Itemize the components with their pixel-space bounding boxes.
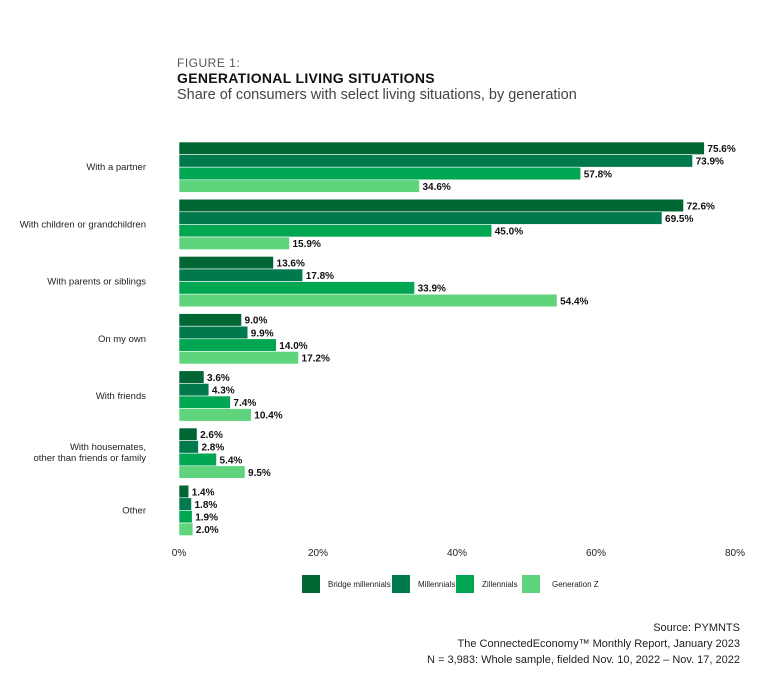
source-line-3: N = 3,983: Whole sample, fielded Nov. 10… [427,654,740,666]
bar [178,268,304,282]
data-label: 1.4% [192,487,215,498]
source-line-1: Source: PYMNTS [653,622,740,634]
data-label: 45.0% [495,227,523,238]
category-label: With a partner [86,162,146,173]
data-label: 10.4% [254,411,282,422]
bar [178,166,582,181]
category-label: With children or grandchildren [20,219,146,230]
chart-title: GENERATIONAL LIVING SITUATIONS [177,70,435,86]
bar [178,383,210,397]
x-tick-label: 60% [586,548,606,559]
bar [178,522,194,536]
legend-swatch [522,575,540,593]
bar [178,313,242,327]
bar [178,338,277,352]
data-label: 69.5% [665,214,693,225]
bar [178,351,299,365]
data-label: 1.8% [195,500,218,511]
bar [178,440,199,454]
legend-swatch [302,575,320,593]
data-label: 2.0% [196,525,219,536]
bar [178,370,205,384]
bar [178,154,693,168]
bar [178,293,558,308]
bar [178,484,190,499]
data-label: 17.8% [306,271,334,282]
bar [178,510,193,524]
bar [178,224,493,238]
bar [178,497,192,511]
chart-subtitle: Share of consumers with select living si… [177,87,577,103]
legend-label: Bridge millennials [328,580,391,589]
data-label: 15.9% [293,239,321,250]
bar [178,179,420,193]
category-label: With friends [96,391,146,402]
data-label: 9.0% [245,316,268,327]
data-label: 1.9% [195,513,218,524]
legend-swatch [456,575,474,593]
data-label: 17.2% [302,354,330,365]
category-label: With parents or siblings [47,277,146,288]
bar [178,395,231,409]
bar [178,452,217,467]
bar [178,198,684,213]
x-tick-label: 40% [447,548,467,559]
x-tick-label: 80% [725,548,745,559]
legend-label: Generation Z [552,580,599,589]
data-label: 13.6% [277,259,305,270]
legend-swatch [392,575,410,593]
data-label: 9.9% [251,328,274,339]
data-label: 33.9% [418,284,446,295]
category-label: With housemates, [70,442,146,453]
figure-label: FIGURE 1: [177,56,241,70]
x-tick-label: 20% [308,548,328,559]
category-label: On my own [98,334,146,345]
bar [178,408,252,422]
data-label: 4.3% [212,386,235,397]
category-label: Other [122,505,146,516]
bar [178,465,246,479]
bar [178,281,415,295]
legend-label: Millennials [418,580,455,589]
data-label: 3.6% [207,373,230,384]
data-label: 2.8% [201,443,224,454]
bar [178,236,290,250]
bar [178,427,198,441]
bar [178,211,663,225]
data-label: 75.6% [707,144,735,155]
data-label: 14.0% [279,341,307,352]
data-label: 5.4% [220,455,243,466]
data-label: 2.6% [200,430,223,441]
data-label: 34.6% [422,182,450,193]
x-tick-label: 0% [172,548,187,559]
data-label: 73.9% [696,157,724,168]
legend-label: Zillennials [482,580,518,589]
data-label: 54.4% [560,296,588,307]
bar [178,141,705,155]
bar [178,256,274,270]
data-label: 72.6% [687,201,715,212]
category-label: other than friends or family [34,453,147,464]
bar [178,325,249,340]
data-label: 9.5% [248,468,271,479]
source-line-2: The ConnectedEconomy™ Monthly Report, Ja… [457,638,741,650]
data-label: 7.4% [233,398,256,409]
data-label: 57.8% [584,169,612,180]
